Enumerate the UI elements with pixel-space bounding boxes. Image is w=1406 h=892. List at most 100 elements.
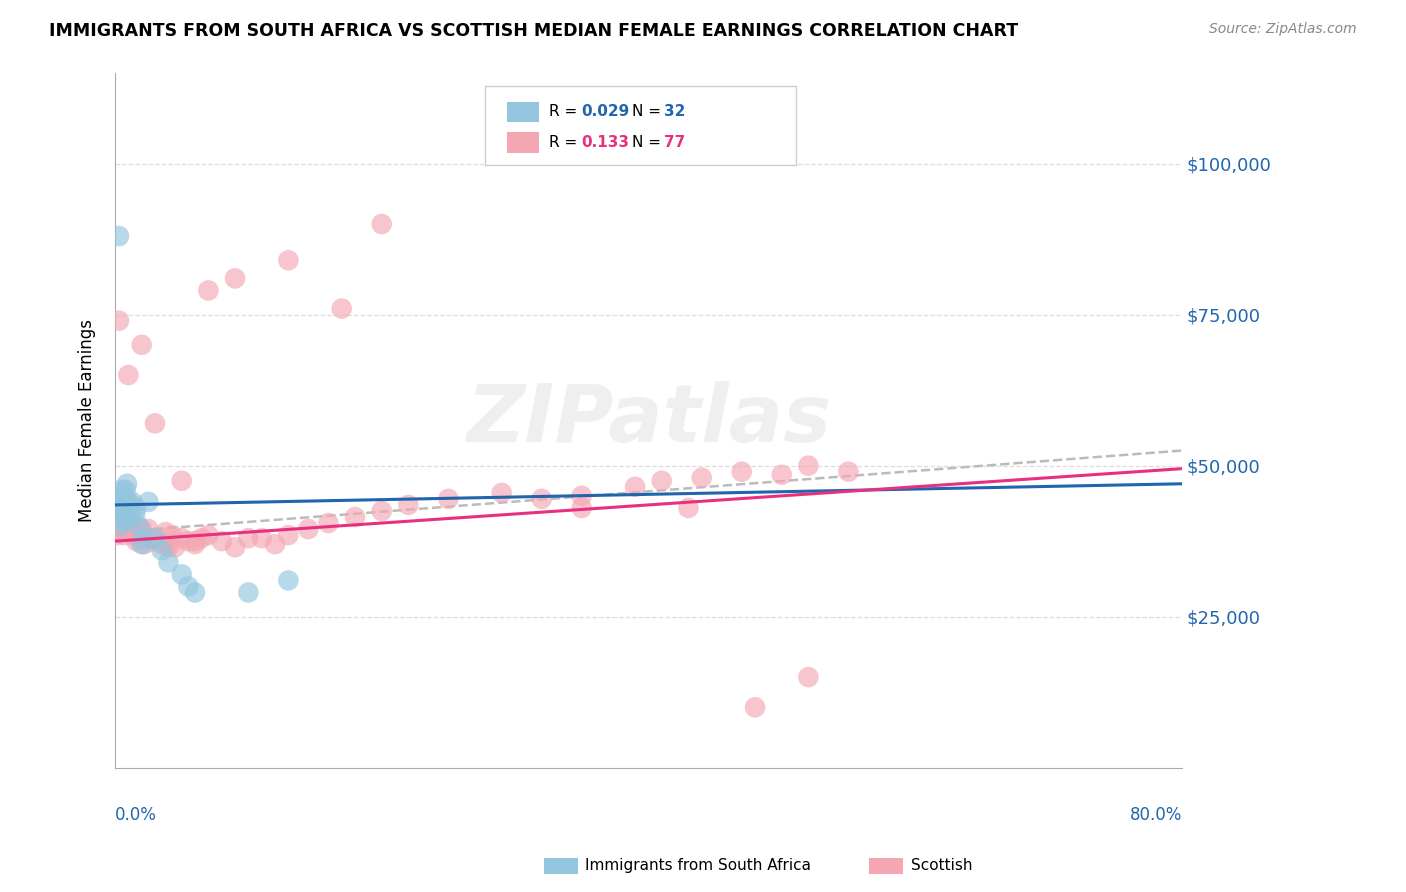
Point (110, 507, 132, 521)
Point (190, 531, 212, 545)
Point (108, 229, 131, 244)
Point (112, 489, 135, 503)
Point (170, 474, 193, 488)
Point (141, 534, 163, 549)
Text: Scottish: Scottish (911, 858, 973, 872)
Y-axis label: Median Female Earnings: Median Female Earnings (79, 318, 96, 522)
Point (491, 486, 513, 500)
Point (370, 504, 392, 518)
Point (651, 474, 673, 488)
Point (115, 500, 138, 515)
Point (571, 489, 593, 503)
Point (177, 579, 200, 593)
Point (197, 284, 219, 298)
Point (121, 495, 143, 509)
Point (297, 522, 319, 536)
Point (731, 465, 754, 479)
Point (318, 516, 340, 530)
Point (128, 531, 150, 545)
Text: R =: R = (550, 135, 582, 150)
Point (114, 513, 136, 527)
Text: 77: 77 (665, 135, 686, 150)
Point (277, 528, 299, 542)
FancyBboxPatch shape (485, 87, 796, 165)
Text: 80.0%: 80.0% (1129, 805, 1182, 824)
Point (114, 483, 136, 497)
Text: 0.0%: 0.0% (115, 805, 157, 824)
Point (111, 513, 134, 527)
Point (118, 513, 141, 527)
Point (143, 531, 166, 545)
Point (117, 495, 139, 509)
Point (396, 498, 419, 512)
Text: N =: N = (633, 135, 666, 150)
Point (107, 528, 129, 542)
Point (110, 525, 132, 540)
Text: 0.133: 0.133 (581, 135, 628, 150)
Point (117, 368, 139, 382)
Point (678, 500, 700, 515)
Point (124, 525, 146, 540)
Point (125, 500, 148, 515)
Point (111, 510, 134, 524)
Point (108, 513, 131, 527)
Point (117, 516, 139, 530)
Point (111, 504, 134, 518)
Point (112, 519, 135, 533)
Text: 32: 32 (665, 104, 686, 120)
Text: Source: ZipAtlas.com: Source: ZipAtlas.com (1209, 22, 1357, 37)
Point (163, 540, 186, 554)
Point (150, 543, 173, 558)
Point (124, 507, 146, 521)
Point (437, 491, 460, 506)
Point (118, 507, 141, 521)
Point (138, 522, 160, 536)
Point (115, 476, 138, 491)
Point (114, 507, 136, 521)
Point (277, 253, 299, 268)
Point (184, 534, 207, 549)
Point (170, 567, 193, 582)
Point (744, 700, 766, 714)
Point (138, 531, 160, 545)
Point (238, 531, 260, 545)
Text: R =: R = (550, 104, 582, 120)
Point (105, 525, 128, 540)
Point (121, 519, 143, 533)
Point (143, 417, 166, 431)
Point (108, 507, 131, 521)
Point (150, 537, 173, 551)
Point (224, 540, 246, 554)
Text: Immigrants from South Africa: Immigrants from South Africa (585, 858, 811, 872)
FancyBboxPatch shape (506, 132, 538, 153)
Point (530, 491, 553, 506)
Point (797, 458, 820, 473)
Point (571, 500, 593, 515)
Point (128, 519, 150, 533)
Point (211, 534, 233, 549)
Point (157, 537, 180, 551)
Point (120, 519, 142, 533)
Point (111, 522, 134, 536)
Point (122, 528, 145, 542)
Point (111, 483, 134, 497)
Point (120, 525, 142, 540)
FancyBboxPatch shape (506, 102, 538, 122)
Point (125, 534, 148, 549)
Text: N =: N = (633, 104, 666, 120)
Point (250, 531, 273, 545)
Point (131, 522, 153, 536)
Point (277, 574, 299, 588)
Point (837, 465, 859, 479)
Point (155, 525, 177, 540)
Point (177, 534, 200, 549)
Point (330, 301, 353, 316)
Point (690, 471, 713, 485)
Text: ZIPatlas: ZIPatlas (465, 382, 831, 459)
Point (264, 537, 287, 551)
Point (157, 555, 180, 569)
Text: 0.029: 0.029 (581, 104, 630, 120)
Point (162, 528, 184, 542)
Point (111, 519, 134, 533)
Point (110, 519, 132, 533)
